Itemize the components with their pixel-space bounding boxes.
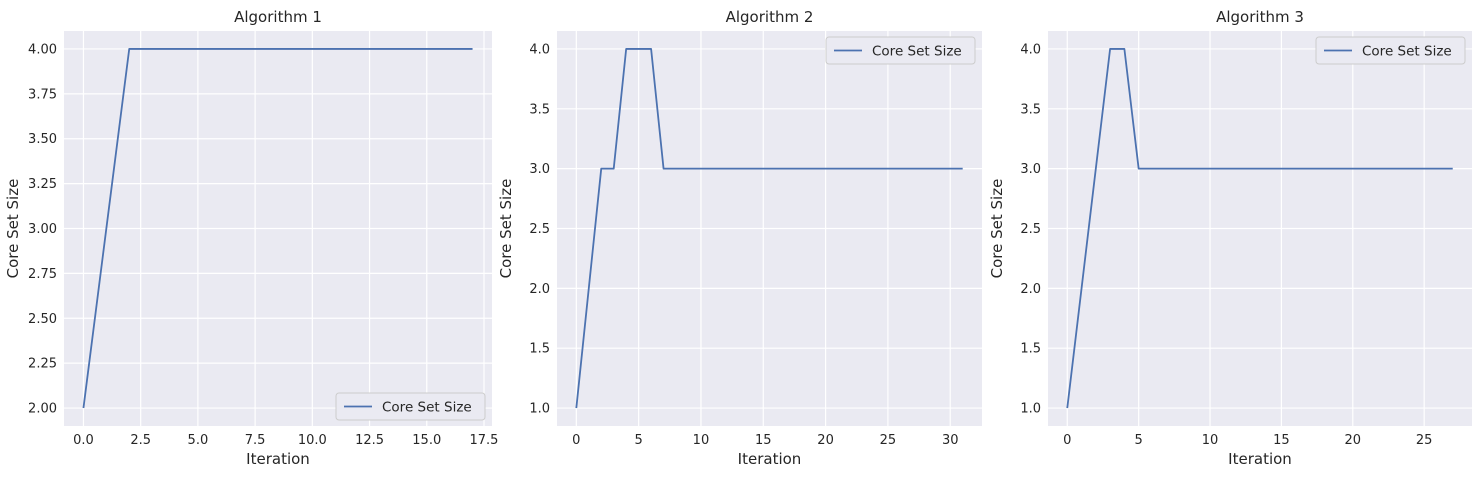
y-tick-label: 4.0 bbox=[529, 42, 550, 57]
x-tick-label: 5 bbox=[1135, 433, 1143, 448]
subplot-1: 0.0 2.5 5.0 7.5 10.0 12.5 15.0 17.5 2.00 2.25 2.50… bbox=[4, 8, 498, 468]
series-line-core-set-size bbox=[575, 48, 963, 409]
x-tick-label: 20 bbox=[1345, 433, 1362, 448]
x-tick-label: 5 bbox=[634, 433, 642, 448]
legend-label: Core Set Size bbox=[872, 44, 962, 60]
y-tick-label: 3.50 bbox=[28, 132, 57, 147]
x-tick-label: 17.5 bbox=[470, 433, 499, 448]
x-tick-label: 10 bbox=[1202, 433, 1219, 448]
y-tick-label: 3.0 bbox=[1020, 162, 1041, 177]
chart-title: Algorithm 2 bbox=[726, 8, 814, 26]
y-axis-label: Core Set Size bbox=[497, 179, 515, 279]
y-tick-label: 3.75 bbox=[28, 87, 57, 102]
x-tick-label: 15.0 bbox=[412, 433, 441, 448]
y-tick-label: 4.0 bbox=[1020, 42, 1041, 57]
legend: Core Set Size bbox=[825, 36, 976, 65]
chart-title: Algorithm 1 bbox=[234, 8, 322, 26]
x-tick-label: 7.5 bbox=[245, 433, 266, 448]
x-tick-label: 10.0 bbox=[298, 433, 327, 448]
y-tick-label: 1.5 bbox=[529, 342, 550, 357]
x-tick-label: 15 bbox=[1273, 433, 1290, 448]
subplot-3: 0 5 10 15 20 25 1.0 1.5 2.0 2.5 3.0 3.5 4.0 Algorithm… bbox=[988, 8, 1472, 468]
y-tick-label: 1.0 bbox=[529, 402, 550, 417]
y-tick-label: 1.0 bbox=[1020, 402, 1041, 417]
y-tick-label: 4.00 bbox=[28, 42, 57, 57]
y-tick-label: 3.00 bbox=[28, 222, 57, 237]
subplot-2: 0 5 10 15 20 25 30 1.0 1.5 2.0 2.5 3.0 3.5 4.0 Algorit… bbox=[497, 8, 982, 468]
y-tick-label: 2.0 bbox=[529, 282, 550, 297]
y-tick-label: 3.25 bbox=[28, 177, 57, 192]
y-axis-label: Core Set Size bbox=[988, 179, 1006, 279]
x-axis-label: Iteration bbox=[246, 450, 310, 468]
y-tick-label: 3.5 bbox=[529, 102, 550, 117]
x-tick-label: 12.5 bbox=[355, 433, 384, 448]
x-axis-label: Iteration bbox=[1228, 450, 1292, 468]
y-tick-label: 3.0 bbox=[529, 162, 550, 177]
legend-box bbox=[335, 392, 486, 421]
y-tick-label: 2.75 bbox=[28, 267, 57, 282]
x-tick-label: 30 bbox=[942, 433, 959, 448]
chart-title: Algorithm 3 bbox=[1216, 8, 1304, 26]
y-tick-label: 2.00 bbox=[28, 402, 57, 417]
legend-box bbox=[825, 36, 976, 65]
x-tick-label: 0 bbox=[1063, 433, 1071, 448]
y-tick-label: 2.50 bbox=[28, 312, 57, 327]
y-tick-label: 1.5 bbox=[1020, 342, 1041, 357]
x-tick-label: 0 bbox=[572, 433, 580, 448]
x-tick-label: 25 bbox=[880, 433, 897, 448]
legend: Core Set Size bbox=[1315, 36, 1466, 65]
legend: Core Set Size bbox=[335, 392, 486, 421]
y-tick-label: 2.0 bbox=[1020, 282, 1041, 297]
legend-label: Core Set Size bbox=[1362, 44, 1452, 60]
x-tick-label: 20 bbox=[817, 433, 834, 448]
x-tick-label: 2.5 bbox=[130, 433, 151, 448]
x-tick-label: 5.0 bbox=[188, 433, 209, 448]
legend-label: Core Set Size bbox=[382, 400, 472, 416]
legend-box bbox=[1315, 36, 1466, 65]
y-tick-label: 2.5 bbox=[1020, 222, 1041, 237]
x-axis-label: Iteration bbox=[738, 450, 802, 468]
series-line-core-set-size bbox=[82, 48, 473, 409]
y-tick-label: 2.5 bbox=[529, 222, 550, 237]
y-tick-label: 2.25 bbox=[28, 357, 57, 372]
x-tick-label: 25 bbox=[1416, 433, 1433, 448]
x-tick-label: 10 bbox=[693, 433, 710, 448]
y-tick-label: 3.5 bbox=[1020, 102, 1041, 117]
series-line-core-set-size bbox=[1066, 48, 1453, 409]
x-tick-label: 0.0 bbox=[73, 433, 94, 448]
x-tick-label: 15 bbox=[755, 433, 772, 448]
y-axis-label: Core Set Size bbox=[4, 179, 22, 279]
